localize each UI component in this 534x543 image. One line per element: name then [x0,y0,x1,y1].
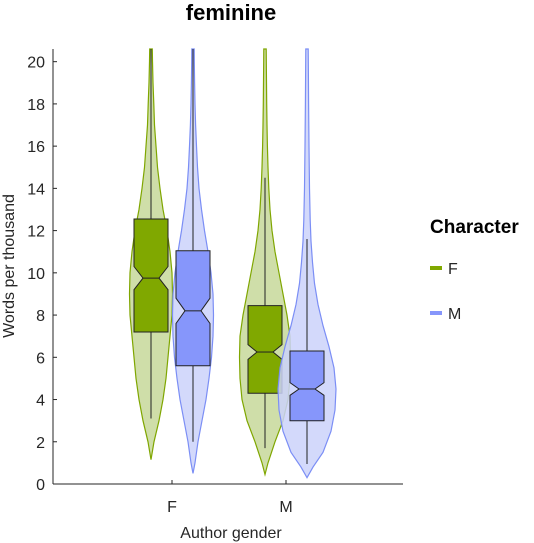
legend-label-F: F [448,261,458,278]
legend-title: Character [430,217,519,238]
y-tick-label: 6 [36,350,45,367]
box-F-F [133,218,169,333]
violin-group-M-M [277,48,337,479]
x-axis-label: Author gender [180,525,282,542]
y-tick-label: 20 [27,55,45,72]
y-tick-label: 14 [27,181,45,198]
y-axis-label: Words per thousand [1,194,18,338]
violin-group-F-M [238,48,292,477]
plot-area [128,48,337,479]
y-tick-label: 18 [27,97,45,114]
y-tick-label: 2 [36,435,45,452]
legend-label-M: M [448,306,461,323]
chart-title: feminine [186,0,276,25]
violin-group-F-F [128,48,174,460]
y-tick-label: 12 [27,224,45,241]
box-F-M [247,305,283,394]
y-tick-label: 10 [27,266,45,283]
box-M-M [289,350,325,422]
y-tick-label: 0 [36,477,45,494]
x-tick-label: F [167,499,177,516]
y-tick-label: 8 [36,308,45,325]
y-axis: 0 2 4 6 8 10 12 14 16 18 20 [27,49,57,494]
y-tick-label: 16 [27,139,45,156]
y-tick-label: 4 [36,393,45,410]
legend: Character F M [430,217,519,323]
violin-group-M-F [171,48,215,474]
x-tick-label: M [279,499,292,516]
box-M-F [175,250,211,367]
